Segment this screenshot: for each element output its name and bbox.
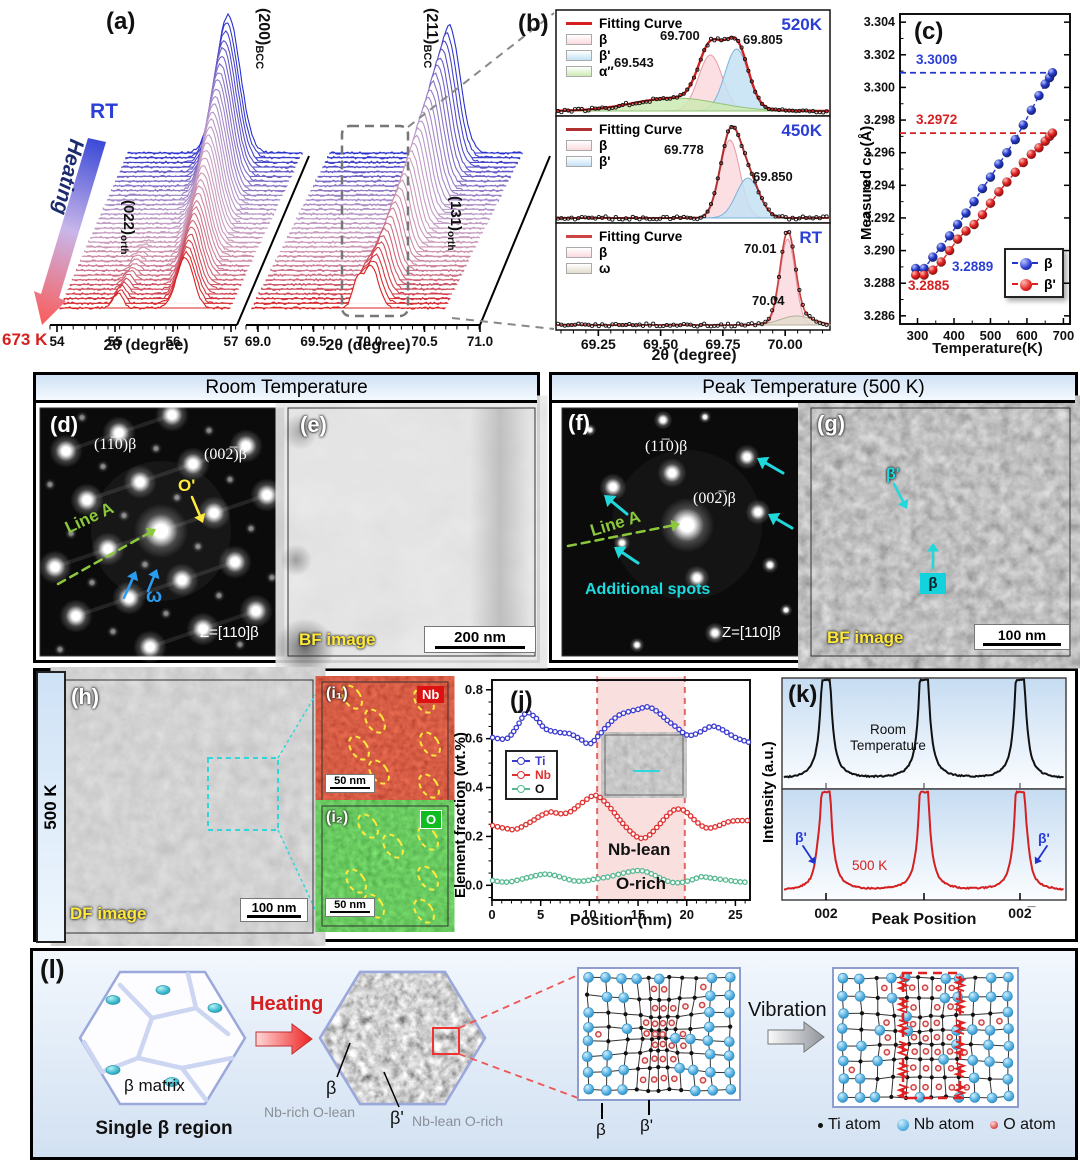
scalebar-i1: 50 nm [325,774,375,793]
svg-text:57: 57 [223,334,238,349]
legend-j-ti: Ti [535,754,546,768]
nb-atom-icon [896,1119,909,1131]
svg-text:0: 0 [488,907,495,922]
o-element-badge: O [420,810,443,829]
svg-text:600: 600 [1016,328,1038,343]
svg-text:3.304: 3.304 [864,15,895,29]
svg-text:69.5: 69.5 [300,334,327,349]
svg-text:20: 20 [679,907,693,922]
legend-c-beta: β [1044,254,1053,271]
scalebar-g: 100 nm [974,624,1070,650]
fit-line-swatch [566,127,592,131]
svg-text:3.294: 3.294 [864,178,895,192]
scalebar-i2: 50 nm [325,898,375,917]
svg-text:69.75: 69.75 [705,336,740,352]
legend-l: Ti atom Nb atom O atom [818,1116,1056,1134]
svg-text:25: 25 [728,907,742,922]
legend-b-520K: Fitting Curve β β' α″ [566,15,682,79]
svg-text:3.300: 3.300 [864,80,895,94]
component-swatch [566,33,592,45]
svg-text:0.4: 0.4 [465,780,484,795]
component-swatch [566,49,592,61]
svg-text:3.288: 3.288 [864,276,895,290]
svg-text:002: 002 [814,905,838,921]
o-atom-icon [990,1121,999,1129]
beta-prime-marker [1020,278,1032,291]
svg-text:002̅: 002̅ [1008,905,1035,921]
sidebar-500k: 500 K [36,671,66,943]
fit-line-swatch [566,234,592,238]
svg-text:400: 400 [943,328,965,343]
ti-atom-icon [818,1122,823,1128]
scalebar-e: 200 nm [424,626,536,653]
nb-element-badge: Nb [417,686,445,703]
svg-text:0.8: 0.8 [465,682,483,697]
legend-j: Ti Nb O [505,750,558,800]
svg-text:3.286: 3.286 [864,309,895,323]
component-swatch [566,139,592,151]
svg-text:55: 55 [107,334,123,349]
svg-text:0.0: 0.0 [465,877,483,892]
svg-text:500: 500 [980,328,1002,343]
peak-temp-header: Peak Temperature (500 K) [552,375,1075,403]
beta-badge-g: β [920,573,946,594]
legend-l-o: O atom [1003,1116,1056,1133]
svg-text:700: 700 [1053,328,1075,343]
legend-j-o: O [535,782,545,796]
svg-text:69.25: 69.25 [581,336,616,352]
component-swatch [566,262,592,274]
legend-j-nb: Nb [535,768,551,782]
svg-text:70.00: 70.00 [768,336,803,352]
legend-l-ti: Ti atom [828,1116,881,1133]
legend-b-450K: Fitting Curve β β' [566,121,682,169]
svg-text:0.6: 0.6 [465,731,483,746]
beta-marker [1020,257,1032,270]
svg-text:3.292: 3.292 [864,211,895,225]
legend-c: β β' [1004,248,1064,298]
component-swatch [566,155,592,167]
svg-text:3.290: 3.290 [864,244,895,258]
svg-text:0.2: 0.2 [465,828,483,843]
svg-text:15: 15 [631,907,645,922]
room-temp-header: Room Temperature [36,375,537,403]
svg-text:54: 54 [49,334,65,349]
svg-text:5: 5 [537,907,544,922]
legend-b-RT: Fitting Curve β ω [566,228,682,276]
scalebar-h: 100 nm [240,898,308,922]
svg-text:70.0: 70.0 [356,334,382,349]
svg-text:300: 300 [907,328,929,343]
legend-l-nb: Nb atom [913,1116,975,1133]
component-swatch [566,246,592,258]
svg-text:71.0: 71.0 [467,334,493,349]
svg-text:56: 56 [165,334,181,349]
svg-text:70.5: 70.5 [411,334,438,349]
svg-text:3.298: 3.298 [864,113,895,127]
svg-text:10: 10 [582,907,596,922]
svg-text:3.296: 3.296 [864,146,895,160]
component-swatch [566,65,592,77]
legend-c-beta-prime: β' [1044,275,1056,292]
fit-line-swatch [566,21,592,25]
sidebar-500k-label: 500 K [41,784,60,830]
svg-text:3.302: 3.302 [864,48,895,62]
svg-text:69.50: 69.50 [643,336,678,352]
svg-text:69.0: 69.0 [245,334,271,349]
